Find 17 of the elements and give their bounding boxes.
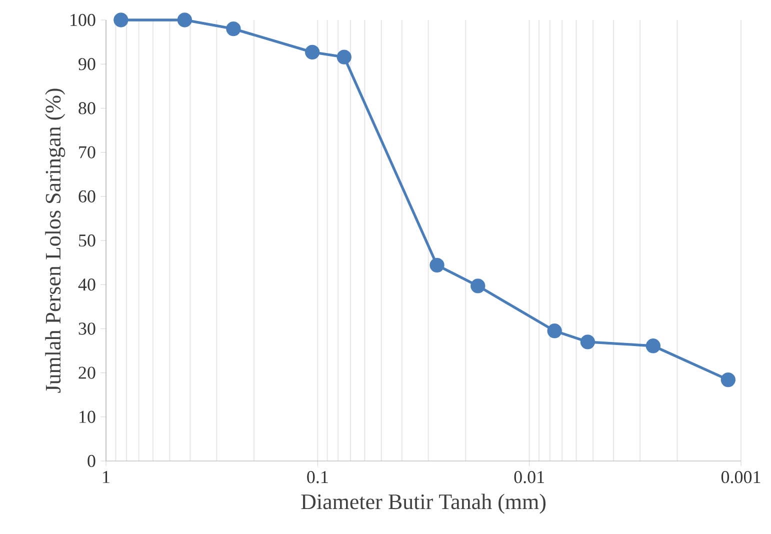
y-axis-title: Jumlah Persen Lolos Saringan (%): [45, 88, 66, 393]
y-tick-label: 20: [78, 366, 96, 379]
x-tick-label: 0.1: [307, 471, 328, 484]
x-tick-label: 0.01: [514, 471, 544, 484]
y-tick-label: 70: [79, 146, 96, 158]
y-tick-label: 50: [79, 234, 96, 247]
y-tick-label: 10: [80, 410, 96, 423]
x-tick-label: 1: [103, 471, 110, 483]
y-tick-label: 100: [70, 14, 96, 26]
x-tick-label: 0.001: [721, 471, 760, 484]
y-tick-label: 30: [78, 322, 96, 335]
y-tick-label: 90: [78, 58, 96, 70]
y-tick-label: 40: [78, 278, 96, 291]
y-tick-label: 0: [88, 454, 96, 468]
y-tick-label: 60: [78, 190, 96, 202]
y-tick-label: 80: [78, 102, 96, 114]
x-axis-title: Diameter Butir Tanah (mm): [301, 494, 546, 514]
